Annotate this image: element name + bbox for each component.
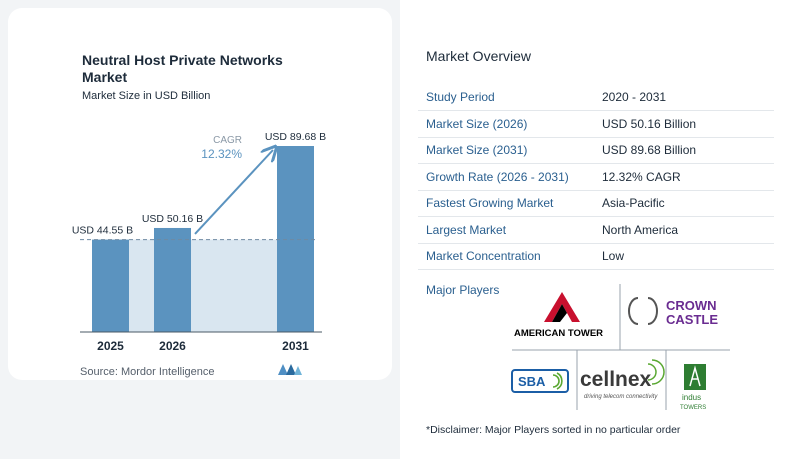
overview-row-label: Market Size (2031): [426, 143, 528, 157]
bar-value-label: USD 50.16 B: [142, 213, 203, 225]
overview-row-label: Growth Rate (2026 - 2031): [426, 169, 569, 184]
overview-row-value: Asia-Pacific: [602, 196, 665, 210]
crown-castle-logo-icon: [628, 297, 658, 325]
overview-row: Growth Rate (2026 - 2031) 12.32% CAGR: [418, 164, 774, 191]
overview-row-value: North America: [602, 222, 679, 237]
overview-panel: [400, 0, 800, 459]
bar-value-label: USD 89.68 B: [265, 131, 326, 143]
overview-row-value: USD 50.16 Billion: [602, 116, 697, 131]
cagr-arrow: [194, 150, 273, 235]
overview-row-value: 12.32% CAGR: [602, 169, 681, 184]
crown-castle-logo-text-1: CROWN: [666, 298, 717, 313]
crown-castle-logo-text-2: CASTLE: [666, 312, 718, 327]
major-players-label: Major Players: [426, 283, 500, 297]
cagr-value: 12.32%: [201, 147, 242, 161]
overview-row: Market Size (2026) USD 50.16 Billion: [418, 111, 774, 138]
american-tower-logo-text: AMERICAN TOWER: [514, 328, 603, 339]
disclaimer: *Disclaimer: Major Players sorted in no …: [426, 424, 681, 436]
overview-row: Market Size (2031) USD 89.68 Billion: [418, 137, 774, 164]
x-tick-label: 2025: [97, 339, 124, 353]
sba-logo-text: SBA: [518, 374, 546, 389]
chart-title: Neutral Host Private Networks Market: [82, 52, 283, 85]
bar-value-label: USD 44.55 B: [72, 225, 133, 237]
overview-row-label: Fastest Growing Market: [426, 196, 554, 210]
overview-row-value: 2020 - 2031: [602, 90, 667, 104]
overview-row: Fastest Growing Market Asia-Pacific: [418, 190, 774, 217]
major-players-logos: AMERICAN TOWER CROWN CASTLE SBA cellnex …: [511, 284, 730, 411]
indus-logo-text-1: indus: [682, 393, 701, 402]
overview-row-value: Low: [602, 249, 625, 263]
american-tower-logo-icon: [544, 292, 580, 322]
cellnex-signal-icon: [647, 359, 665, 385]
bar-2031: [277, 146, 314, 332]
overview-row-label: Market Size (2026): [426, 116, 528, 131]
cellnex-logo-text: cellnex: [580, 368, 652, 391]
source-note: Source: Mordor Intelligence: [80, 366, 215, 378]
sba-wifi-icon: [552, 372, 563, 390]
overview-row-label: Study Period: [426, 90, 495, 104]
mordor-logo-icon: [278, 364, 302, 375]
indus-towers-logo-icon: [684, 364, 706, 390]
indus-logo-text-2: TOWERS: [680, 405, 706, 411]
x-tick-label: 2031: [282, 339, 309, 353]
bar-2026: [154, 227, 191, 332]
chart-subtitle: Market Size in USD Billion: [82, 90, 211, 102]
reference-band: [129, 239, 277, 332]
overview-row: Largest Market North America: [418, 217, 774, 244]
overview-title: Market Overview: [426, 48, 532, 64]
bar-chart: USD 44.55 B 2025 USD 50.16 B 2026 USD 89.68 …: [72, 131, 326, 353]
overview-row-value: USD 89.68 Billion: [602, 143, 697, 157]
cellnex-tagline: driving telecom connectivity: [584, 394, 658, 400]
overview-row-label: Largest Market: [426, 222, 507, 237]
bar-2025: [92, 239, 129, 332]
overview-row-label: Market Concentration: [426, 249, 541, 263]
overview-row: Study Period 2020 - 2031: [418, 84, 774, 111]
x-tick-label: 2026: [159, 339, 186, 353]
overview-row: Market Concentration Low: [418, 243, 774, 270]
cagr-label: CAGR: [213, 135, 242, 146]
